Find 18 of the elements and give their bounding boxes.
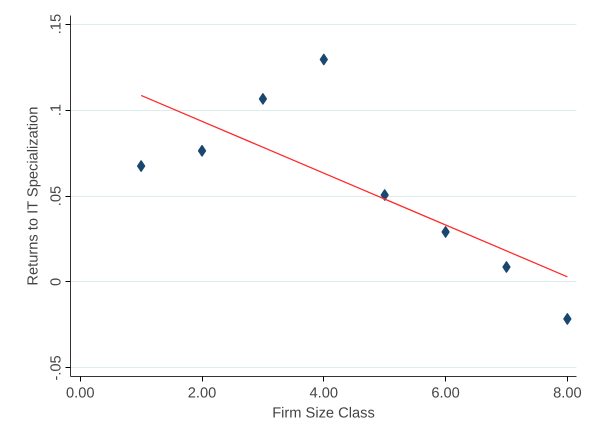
x-tick-label: 6.00 (431, 386, 460, 402)
x-tick-label: 0.00 (66, 386, 95, 402)
point (258, 92, 268, 105)
x-tick-label: 2.00 (188, 386, 216, 402)
point (198, 144, 206, 157)
point (502, 260, 511, 273)
point (136, 160, 146, 172)
y-tick-label: .15 (48, 14, 64, 34)
y-axis-title: Returns to IT Specialization (26, 106, 42, 286)
x-tick-label: 4.00 (310, 386, 338, 402)
point (441, 226, 450, 238)
x-tick-label: 8.00 (553, 386, 582, 402)
y-tick-label: .05 (48, 186, 64, 206)
y-tick-label: 0 (48, 278, 64, 286)
y-tick-label: -.05 (48, 355, 64, 381)
point (563, 312, 572, 325)
x-axis-title: Firm Size Class (272, 406, 375, 422)
y-tick-label: .1 (48, 104, 64, 116)
